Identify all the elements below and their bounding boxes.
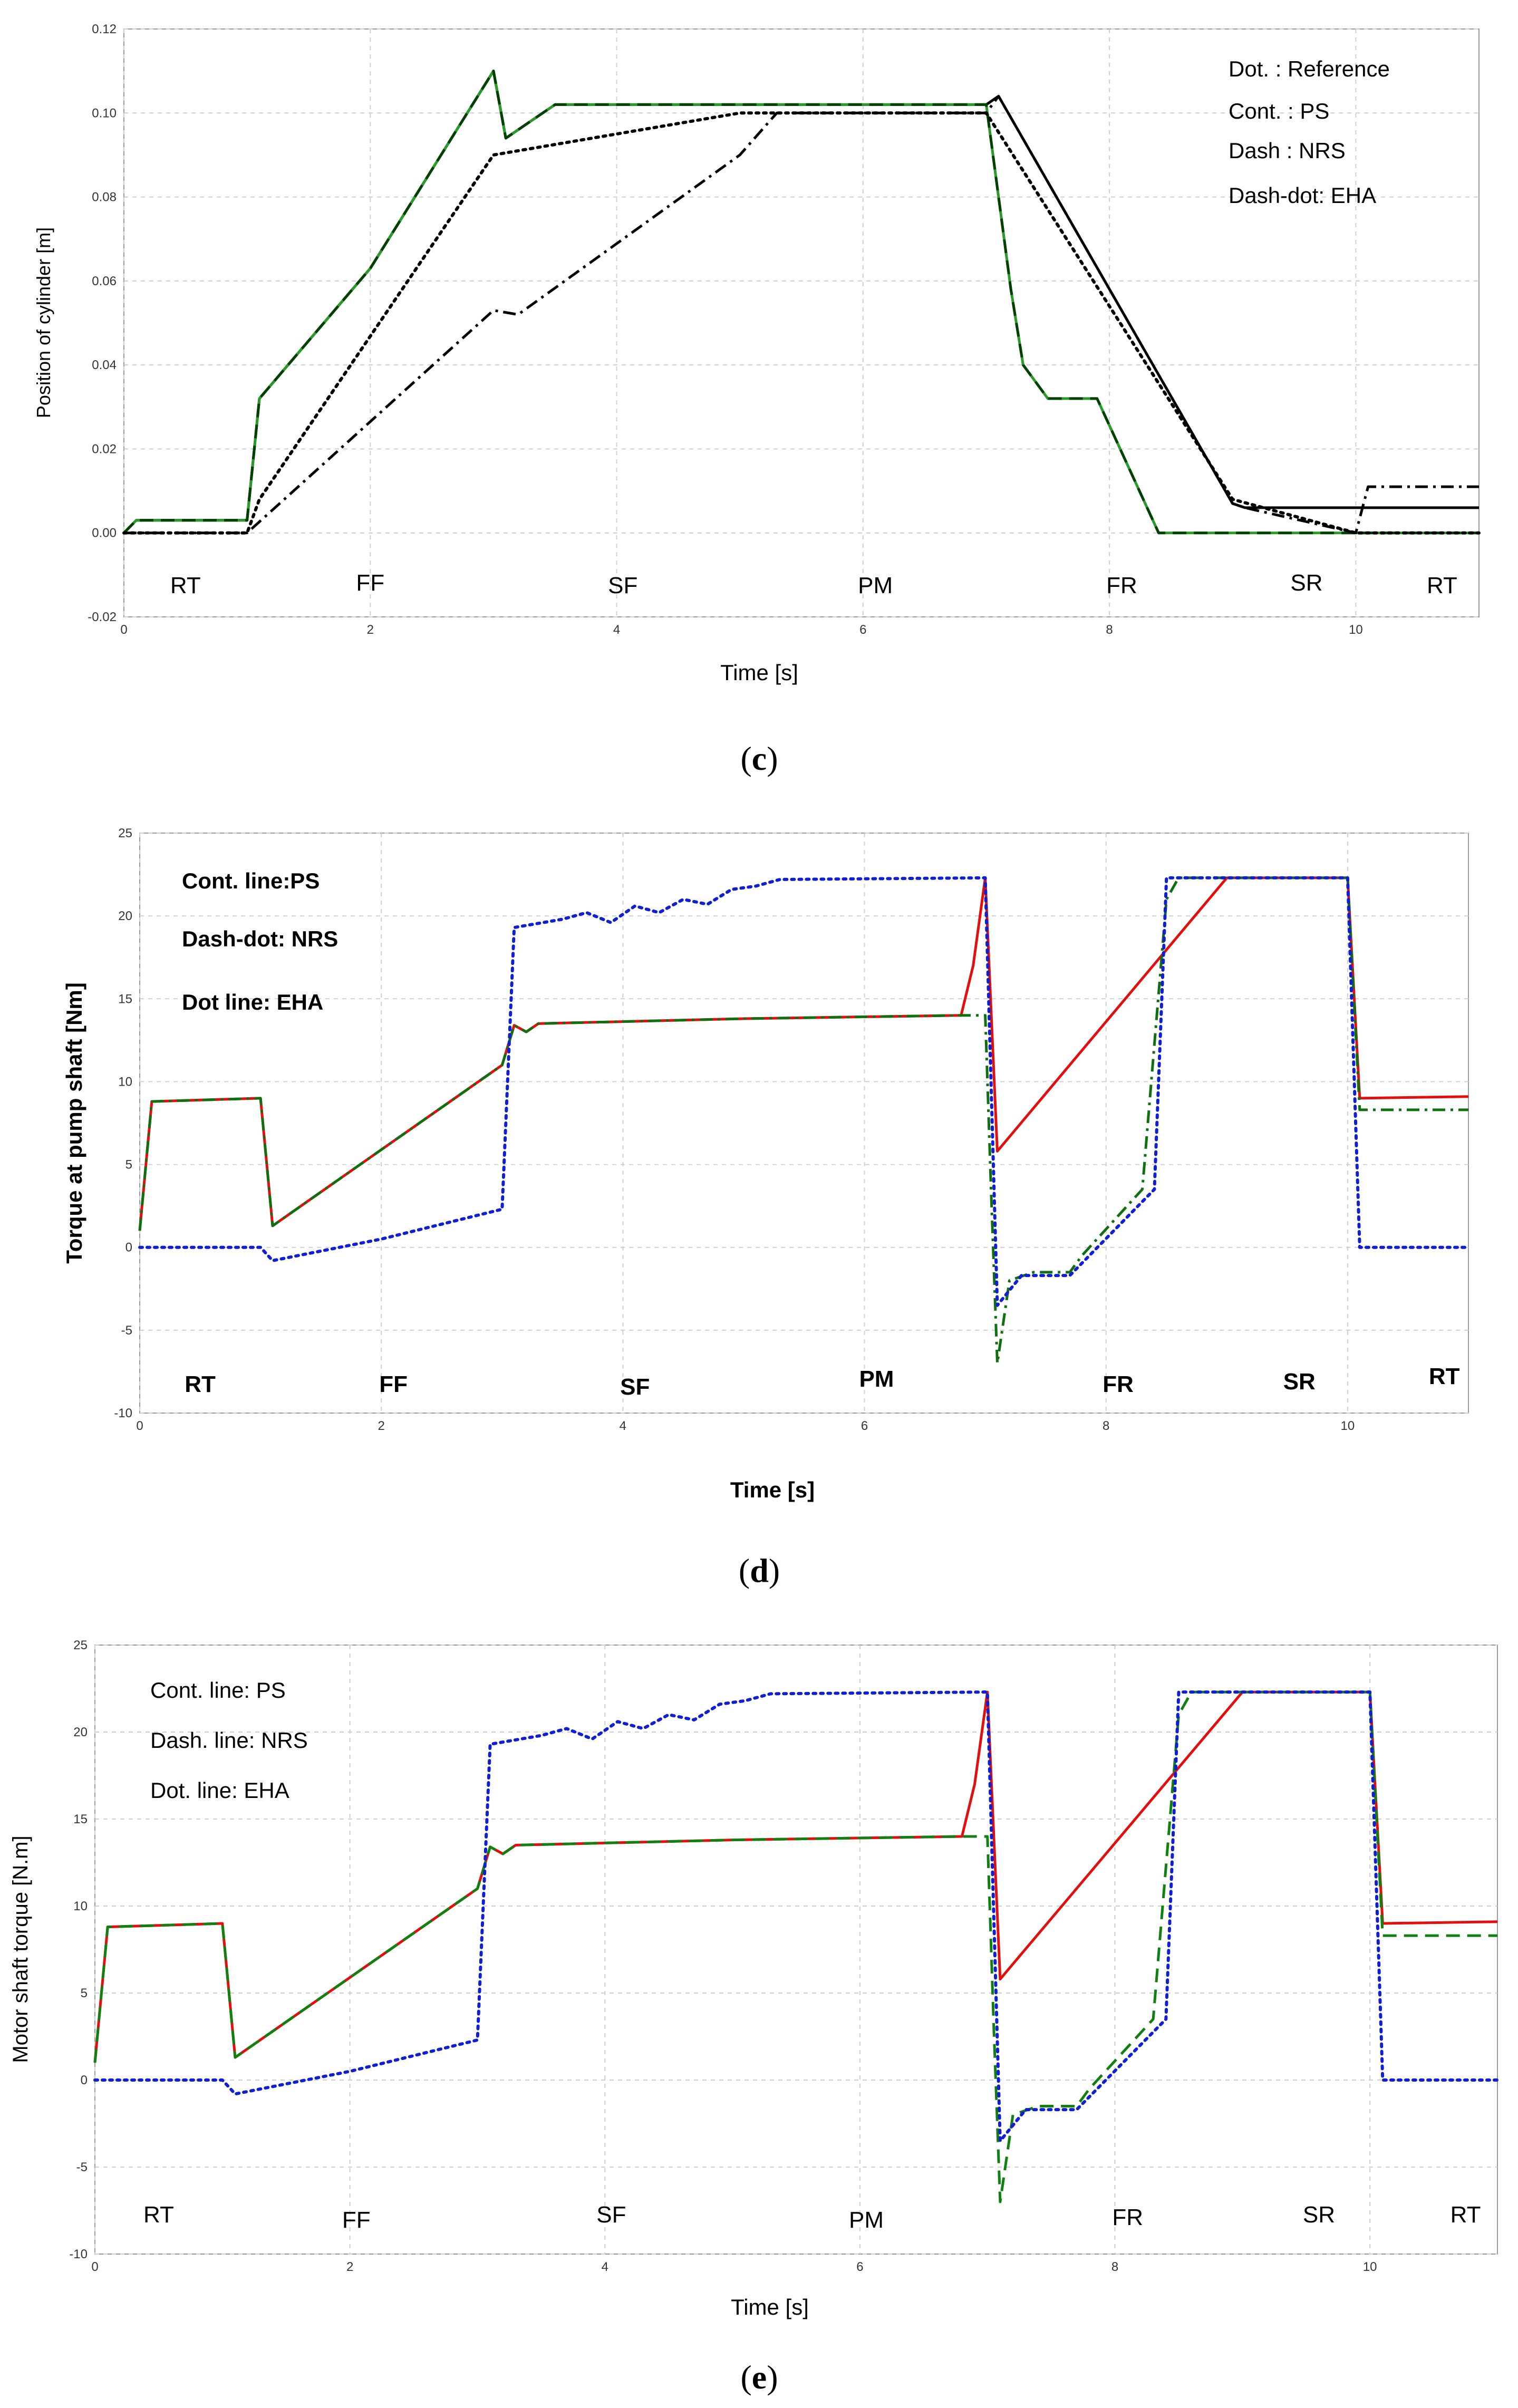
x-tick-label: 4	[613, 623, 620, 637]
phase-label: FR	[1112, 2204, 1143, 2230]
phase-label: PM	[858, 573, 893, 598]
x-tick-label: 6	[856, 2260, 863, 2274]
x-axis-label: Time [s]	[730, 1477, 815, 1502]
x-tick-label: 2	[378, 1419, 385, 1433]
y-tick-label: 15	[118, 992, 132, 1006]
phase-label: SR	[1283, 1369, 1316, 1395]
legend-entry: Cont. line:PS	[182, 868, 320, 893]
y-tick-label: -10	[114, 1406, 132, 1420]
legend-entry: Cont. line: PS	[150, 1678, 286, 1703]
y-tick-label: 20	[73, 1725, 88, 1739]
y-tick-label: 0.08	[92, 190, 117, 205]
figure-caption: (e)	[740, 2358, 778, 2396]
series-line-2	[138, 876, 1468, 1365]
legend-entry: Dash-dot: NRS	[182, 926, 338, 951]
series-line-3	[138, 876, 1470, 1307]
x-tick-label: 8	[1111, 2260, 1118, 2274]
x-tick-label: 8	[1103, 1419, 1109, 1433]
x-tick-label: 6	[859, 623, 866, 637]
x-tick-label: 2	[346, 2260, 353, 2274]
y-tick-label: -10	[69, 2247, 88, 2261]
figure-caption: (d)	[739, 1552, 780, 1589]
phase-label: FR	[1103, 1371, 1134, 1397]
series-line-2	[93, 1690, 1497, 2203]
legend-entry: Dot. : Reference	[1229, 56, 1390, 81]
x-axis-label: Time [s]	[720, 660, 798, 685]
phase-label: FF	[379, 1371, 408, 1397]
phase-label: RT	[1429, 1363, 1460, 1389]
y-tick-label: -5	[76, 2160, 88, 2174]
x-tick-label: 10	[1363, 2260, 1377, 2274]
x-tick-label: 0	[120, 623, 127, 637]
y-tick-label: 10	[118, 1075, 132, 1089]
y-axis-label: Motor shaft torque [N.m]	[9, 1835, 32, 2063]
chart-panel-e: 0 2 4 6 8 10 -10 -5 0 5 10 15 20 25 RT FF SF PM FR SR RT Cont…	[9, 1638, 1499, 2396]
y-tick-label: 10	[73, 1899, 88, 1913]
x-tick-label: 6	[861, 1419, 868, 1433]
y-tick-label: 5	[81, 1986, 88, 2000]
phase-label: RT	[1427, 573, 1457, 598]
legend-entry: Dash. line: NRS	[150, 1728, 308, 1753]
phase-label: RT	[185, 1371, 216, 1397]
legend-entry: Dash-dot: EHA	[1229, 183, 1376, 208]
y-axis-label: Position of cylinder [m]	[33, 227, 54, 418]
phase-label: SF	[596, 2202, 626, 2228]
legend-entry: Dot. line: EHA	[150, 1778, 289, 1803]
x-tick-label: 10	[1341, 1419, 1355, 1433]
phase-label: SR	[1290, 570, 1322, 596]
plot-area	[139, 833, 1469, 1414]
y-tick-label: 0	[125, 1241, 132, 1255]
series-line-3	[93, 1690, 1499, 2143]
phase-label: SF	[620, 1374, 650, 1400]
x-tick-label: 10	[1349, 623, 1363, 637]
chart-panel-c: 0 2 4 6 8 10 -0.02 0.00 0.02 0.04 0.06 0.08 0.10 0.12…	[33, 22, 1481, 777]
y-tick-label: 15	[73, 1812, 88, 1826]
y-tick-label: 0.10	[92, 106, 117, 120]
phase-label: PM	[849, 2207, 884, 2233]
x-tick-label: 4	[620, 1419, 626, 1433]
series-line-3	[123, 70, 1479, 535]
y-tick-label: 0.02	[92, 442, 117, 456]
y-tick-label: 25	[118, 826, 132, 840]
figure-caption: (c)	[740, 740, 778, 777]
x-tick-label: 2	[367, 623, 374, 637]
phase-label: RT	[1451, 2202, 1481, 2228]
legend-entry: Dot line: EHA	[182, 990, 323, 1014]
chart-panel-d: 0 2 4 6 8 10 -10 -5 0 5 10 15 20 25 RT FF SF PM FR SR RT Cont…	[62, 826, 1470, 1589]
y-tick-label: -5	[121, 1323, 132, 1338]
y-tick-label: 25	[73, 1638, 88, 1652]
legend-entry: Cont. : PS	[1229, 99, 1329, 123]
phase-label: SF	[608, 573, 637, 598]
phase-label: FF	[356, 570, 384, 596]
phase-label: FR	[1106, 573, 1137, 598]
x-tick-label: 4	[602, 2260, 608, 2274]
series-line-4	[122, 111, 1481, 535]
y-tick-label: 0.12	[92, 22, 117, 36]
y-axis-label: Torque at pump shaft [Nm]	[62, 982, 86, 1264]
y-tick-label: -0.02	[88, 610, 117, 624]
phase-label: RT	[143, 2202, 174, 2228]
y-tick-label: 0	[81, 2073, 88, 2087]
y-tick-label: 0.00	[92, 526, 117, 540]
y-tick-label: 5	[125, 1158, 132, 1172]
x-tick-label: 0	[91, 2260, 98, 2274]
y-tick-label: 0.06	[92, 274, 117, 288]
plot-area	[94, 1645, 1498, 2255]
phase-label: PM	[859, 1366, 894, 1392]
x-tick-label: 8	[1106, 623, 1113, 637]
legend-entry: Dash : NRS	[1229, 138, 1346, 163]
y-tick-label: 0.04	[92, 358, 117, 372]
x-axis-label: Time [s]	[731, 2295, 809, 2319]
x-tick-label: 0	[136, 1419, 143, 1433]
phase-label: FF	[342, 2207, 371, 2233]
phase-label: SR	[1303, 2202, 1335, 2228]
plot-area	[123, 28, 1480, 617]
y-tick-label: 20	[118, 909, 132, 923]
phase-label: RT	[170, 573, 201, 598]
series-line-5	[124, 94, 1479, 535]
